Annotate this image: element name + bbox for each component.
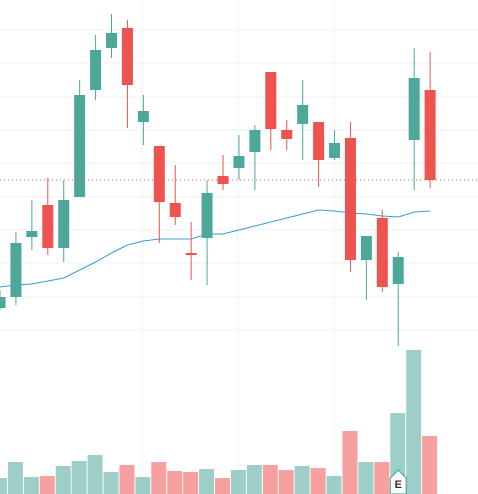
candle-body (217, 176, 229, 184)
moving-average (0, 209, 431, 288)
volume-bar (310, 468, 326, 494)
volume-bar (278, 470, 294, 494)
volume-bar (23, 477, 39, 494)
candle-body (0, 297, 6, 308)
volume-bar (39, 476, 55, 494)
volume-bar (342, 431, 358, 494)
candle-body (42, 205, 54, 248)
volume-bar (215, 478, 231, 494)
candle-body (201, 193, 213, 238)
volume-bar (55, 466, 71, 494)
candle-body (10, 243, 22, 297)
volume-bar (71, 461, 87, 494)
candle-body (233, 156, 245, 168)
candle-body (424, 90, 436, 180)
volume-bar (406, 350, 422, 494)
vertical-grid (141, 0, 335, 494)
candle-body (376, 218, 388, 287)
volume-bar (230, 470, 246, 494)
volume-bar (119, 465, 135, 494)
candle-body (121, 28, 133, 85)
candle-body (360, 236, 372, 260)
volume-bar (0, 478, 7, 494)
earnings-badge (389, 469, 407, 494)
candle-body (297, 105, 309, 124)
volume-bar (374, 462, 390, 494)
candle-body (90, 50, 102, 90)
candle-body (58, 200, 70, 248)
candle-body (344, 138, 356, 260)
volume-bar (151, 462, 167, 494)
candle-body (281, 130, 293, 139)
candle-body (329, 143, 341, 158)
volume-bar (103, 472, 119, 494)
candle-body (392, 257, 404, 284)
candle-body (74, 95, 86, 197)
volume-bar (262, 465, 278, 494)
volume-bar (422, 436, 438, 494)
volume-bar (326, 476, 342, 494)
volume-bar (246, 465, 262, 494)
candle-body (408, 78, 420, 140)
candle-body (169, 203, 181, 217)
volume-bar (167, 471, 183, 494)
earnings-label: E (395, 479, 402, 491)
volume-bar (294, 466, 310, 494)
candle-body (249, 130, 261, 152)
volume-bar (7, 462, 23, 494)
volume-bar (135, 477, 151, 494)
volume-bar (183, 472, 199, 494)
candle-body (137, 111, 149, 122)
candle-body (106, 33, 118, 48)
volume-bar (87, 455, 103, 494)
candle-body (26, 231, 38, 237)
candle-body (185, 253, 197, 255)
candle-body (313, 122, 325, 160)
volume-bar (199, 469, 215, 494)
candle-body (265, 72, 277, 129)
volume-bar (358, 462, 374, 494)
candle-body (153, 146, 165, 202)
